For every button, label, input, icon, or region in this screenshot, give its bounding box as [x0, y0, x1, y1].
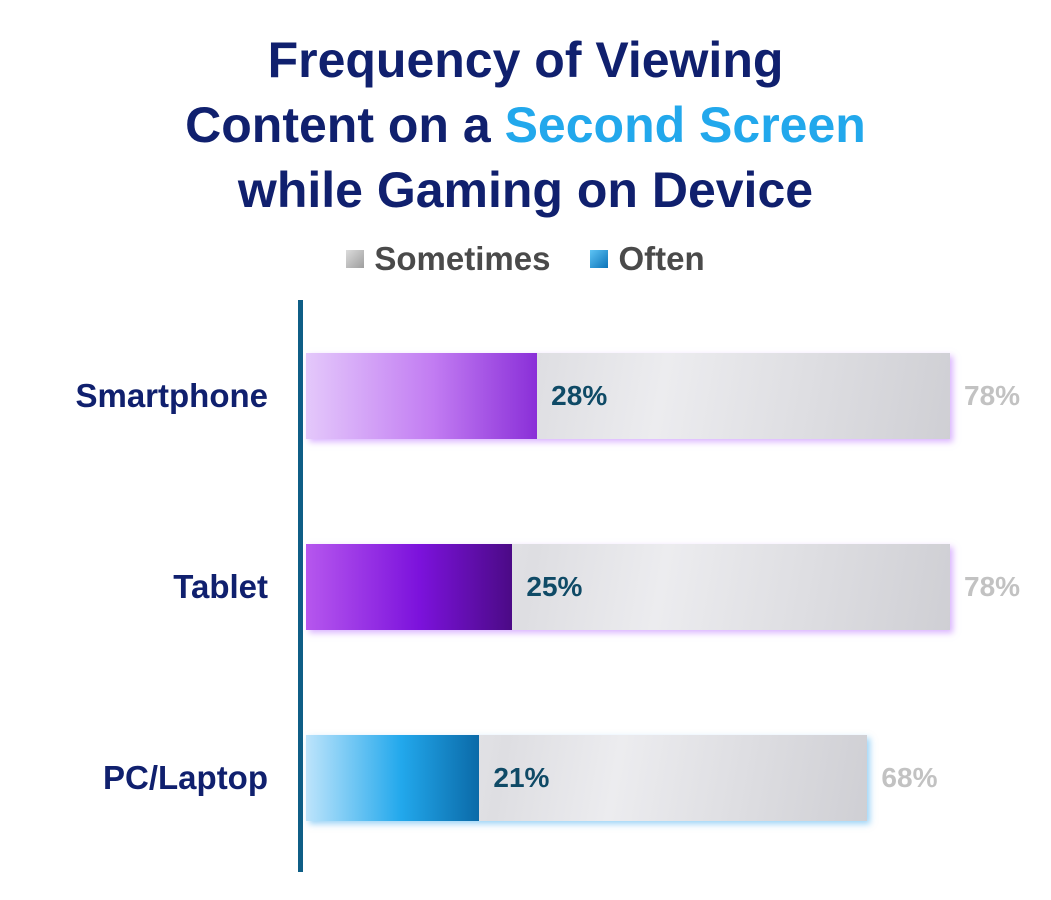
- legend-swatch-often: [590, 250, 609, 268]
- data-label-sometimes-tablet: 78%: [964, 571, 1021, 602]
- legend-item-sometimes: Sometimes: [346, 240, 550, 278]
- legend-label-often: Often: [618, 240, 705, 277]
- data-label-often-smartphone: 28%: [551, 380, 608, 411]
- bar-often-tablet: [306, 544, 513, 630]
- legend-swatch-sometimes: [346, 250, 365, 268]
- category-label-smartphone: Smartphone: [75, 377, 268, 414]
- chart-title: Frequency of Viewing Content on a Second…: [0, 28, 1051, 223]
- title-line-2: Content on a Second Screen: [0, 93, 1051, 158]
- category-label-tablet: Tablet: [173, 568, 268, 605]
- data-label-sometimes-pc-laptop: 68%: [881, 762, 938, 793]
- title-line-2-prefix: Content on a: [185, 97, 505, 153]
- title-line-1: Frequency of Viewing: [267, 32, 784, 88]
- title-accent: Second Screen: [504, 97, 866, 153]
- category-axis-line: [298, 300, 303, 872]
- legend-label-sometimes: Sometimes: [374, 240, 551, 277]
- data-label-often-pc-laptop: 21%: [493, 762, 550, 793]
- bar-often-pc-laptop: [306, 735, 480, 821]
- category-label-pc-laptop: PC/Laptop: [103, 759, 268, 796]
- data-label-often-tablet: 25%: [526, 571, 583, 602]
- data-label-sometimes-smartphone: 78%: [964, 380, 1021, 411]
- bar-often-smartphone: [306, 353, 538, 439]
- title-line-3: while Gaming on Device: [237, 162, 814, 218]
- legend-item-often: Often: [590, 240, 705, 278]
- legend: Sometimes Often: [0, 240, 1051, 278]
